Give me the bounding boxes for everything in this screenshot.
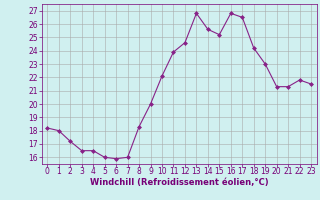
X-axis label: Windchill (Refroidissement éolien,°C): Windchill (Refroidissement éolien,°C): [90, 178, 268, 187]
